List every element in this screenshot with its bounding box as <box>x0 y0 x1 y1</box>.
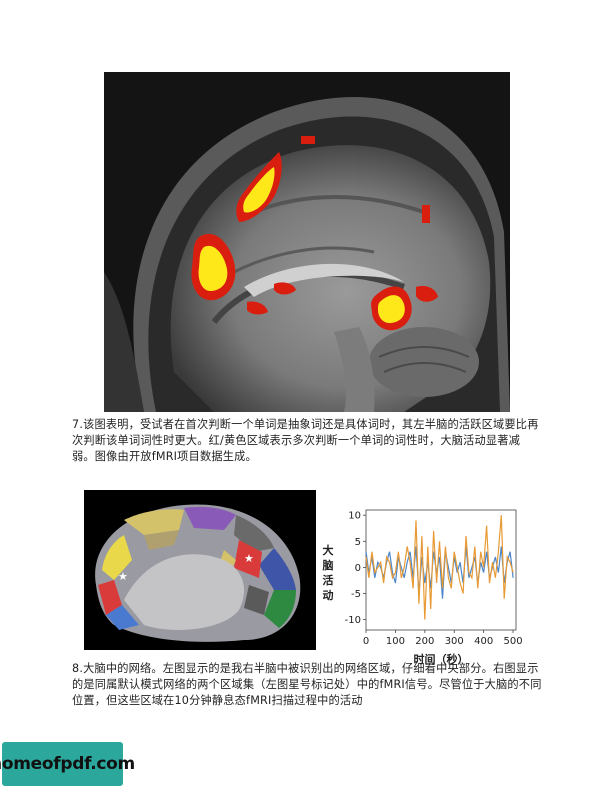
fmri-signal-chart: 10 5 0 -5 -10 0 100 200 300 400 500 大脑活动时间（秒） <box>316 492 534 668</box>
x-tick-label: 0 <box>363 636 369 647</box>
x-tick-label: 200 <box>415 636 434 647</box>
fmri-sagittal-image <box>104 72 510 412</box>
y-tick-label: -5 <box>351 589 361 600</box>
star-marker-left: ★ <box>118 570 128 583</box>
y-axis-label-char: 动 <box>323 588 334 602</box>
x-tick-label: 100 <box>386 636 405 647</box>
y-tick-label: -10 <box>345 615 361 626</box>
plot-frame <box>365 509 517 631</box>
activation-regions <box>191 136 438 331</box>
y-tick-label: 0 <box>355 563 361 574</box>
y-tick-label: 5 <box>355 537 361 548</box>
y-axis-label-char: 大 <box>323 543 334 557</box>
y-axis-label-char: 活 <box>323 573 334 587</box>
figure-7-caption: 7.该图表明，受试者在首次判断一个单词是抽象词还是具体词时，其左半脑的活跃区域要… <box>72 418 539 463</box>
y-tick-label: 10 <box>348 511 361 522</box>
series-line-2 <box>365 515 514 620</box>
star-marker-right: ★ <box>244 552 254 565</box>
x-tick-label: 500 <box>504 636 523 647</box>
x-tick-label: 300 <box>445 636 464 647</box>
brain-network-map: ★ ★ <box>84 490 316 650</box>
watermark-text: homeofpdf.com <box>0 754 135 774</box>
x-axis-label: 时间（秒） <box>414 652 469 666</box>
watermark-badge[interactable]: homeofpdf.com <box>0 742 135 786</box>
figure-8-caption: 8.大脑中的网络。左图显示的是我右半脑中被识别出的网络区域，仔细看中央部分。右图… <box>72 662 542 707</box>
x-tick-label: 400 <box>474 636 493 647</box>
y-axis-label-char: 脑 <box>323 558 334 572</box>
